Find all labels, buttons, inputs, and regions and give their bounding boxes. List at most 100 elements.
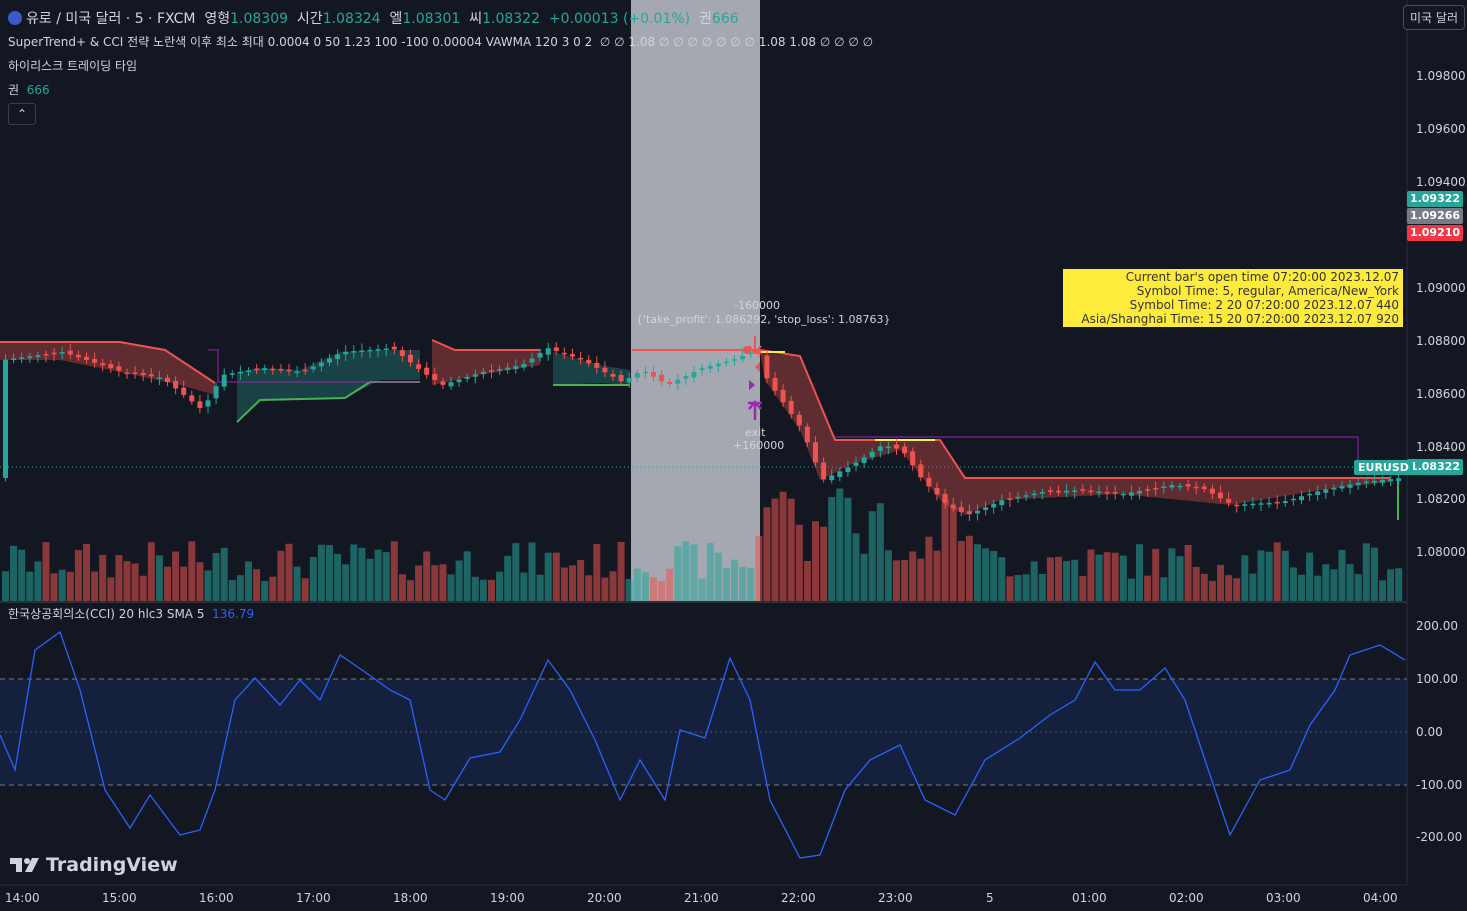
candle-body (181, 387, 187, 395)
volume-bar (633, 568, 641, 601)
candle-body (1388, 479, 1394, 482)
open-value: 1.08309 (230, 11, 289, 27)
candle-body (999, 500, 1005, 506)
volume-bar (1063, 560, 1071, 601)
exit-qty-label: +160000 (733, 439, 785, 452)
volume-bar (1395, 568, 1403, 601)
price-tick: 1.09400 (1416, 175, 1466, 189)
volume-bar (301, 578, 309, 601)
symbol-header[interactable]: 유로 / 미국 달러 · 5 · FXCM 영형1.08309 시간1.0832… (8, 8, 739, 28)
candle-body (594, 362, 600, 368)
volume-bar (342, 564, 350, 601)
candle-body (975, 510, 980, 514)
cci-tick: 200.00 (1416, 619, 1458, 633)
last-price-label: 1.08322 (1407, 459, 1463, 475)
candle-body (1088, 490, 1094, 493)
candle-body (529, 358, 535, 363)
candlesticks[interactable] (3, 342, 1402, 521)
candle-body (829, 475, 835, 481)
supertrend-down-line (431, 339, 540, 351)
volume-bar (763, 507, 771, 601)
volume-bar (1322, 564, 1330, 601)
volume-bar (1022, 574, 1030, 601)
volume-bar (398, 574, 406, 601)
time-tick: 14:00 (5, 891, 40, 905)
candle-body (1315, 491, 1321, 495)
volume-bar (269, 576, 277, 601)
volume-bar (747, 567, 755, 601)
volume-bar (552, 552, 560, 601)
change-value: +0.00013 (+0.01%) (548, 11, 691, 27)
volume-bar (974, 544, 981, 601)
volume-bar (739, 566, 747, 601)
candle-body (472, 374, 478, 377)
strategy-params: SuperTrend+ & CCI 전략 노란색 이후 최소 최대 0.0004… (8, 35, 593, 49)
volume-bar (131, 563, 139, 601)
candle-body (1250, 503, 1256, 506)
volume-bar (901, 559, 909, 601)
candle-body (375, 349, 381, 351)
candle-body (262, 368, 268, 371)
volume-bar (1168, 548, 1176, 601)
price-tick: 1.08800 (1416, 334, 1466, 348)
volume-bar (350, 544, 358, 601)
volume-bar (933, 550, 941, 601)
candle-body (918, 464, 924, 478)
vol-label: 권 (699, 11, 712, 27)
volume-bar (803, 560, 811, 601)
candle-body (983, 507, 989, 511)
collapse-legend-button[interactable]: ⌃ (8, 103, 36, 125)
candle-body (618, 375, 624, 382)
candle-body (1145, 489, 1151, 491)
volume-bar (1192, 566, 1200, 601)
supertrend-down-line (0, 341, 216, 384)
candle-body (432, 374, 438, 380)
time-info-box: Current bar's open time 07:20:00 2023.12… (1063, 269, 1403, 327)
volume-bar (1298, 574, 1305, 601)
volume-bar (641, 572, 649, 601)
volume-bar (868, 511, 876, 601)
trade-markers (743, 336, 762, 420)
volume-bar (253, 569, 261, 601)
candle-body (570, 354, 575, 357)
volume-bar (1225, 575, 1233, 601)
currency-button[interactable]: 미국 달러 (1403, 5, 1465, 30)
volume-bar (1233, 578, 1241, 601)
cci-legend[interactable]: 한국상공회의소(CCI) 20 hlc3 SMA 5 136.79 (8, 605, 254, 622)
candle-body (1047, 490, 1053, 492)
volume-bar (1330, 569, 1338, 601)
candle-body (1339, 486, 1345, 489)
volume-legend[interactable]: 권 666 (8, 81, 50, 98)
volume-bar (706, 543, 714, 601)
volume-bar (617, 541, 625, 601)
volume-bar (58, 569, 66, 601)
tradingview-logo[interactable]: TradingView (10, 854, 178, 876)
volume-bar (407, 580, 414, 601)
session-legend[interactable]: 하이리스크 트레이딩 타임 (8, 59, 138, 73)
volume-bar (593, 544, 601, 601)
volume-bar (722, 567, 730, 601)
candle-body (1226, 498, 1232, 503)
strategy-legend[interactable]: SuperTrend+ & CCI 전략 노란색 이후 최소 최대 0.0004… (8, 33, 873, 50)
vol-value: 666 (711, 11, 739, 27)
volume-bars (2, 488, 1403, 601)
candle-body (205, 400, 211, 407)
downtrend-fill (0, 342, 215, 395)
volume-bar (625, 578, 633, 601)
volume-bar (34, 561, 42, 601)
volume-bar (212, 553, 220, 601)
volume-bar (1289, 567, 1297, 601)
volume-bar (909, 551, 917, 601)
cci-value: 136.79 (212, 607, 255, 621)
candle-body (1177, 485, 1183, 488)
volume-bar (1055, 556, 1062, 601)
volume-bar (844, 497, 852, 601)
mid-price-label: 1.09266 (1407, 208, 1463, 224)
candle-body (796, 414, 802, 426)
time-tick: 19:00 (490, 891, 525, 905)
volume-bar (261, 580, 269, 601)
volume-bar (245, 561, 252, 601)
price-tick: 1.08400 (1416, 440, 1466, 454)
candle-body (221, 374, 227, 387)
